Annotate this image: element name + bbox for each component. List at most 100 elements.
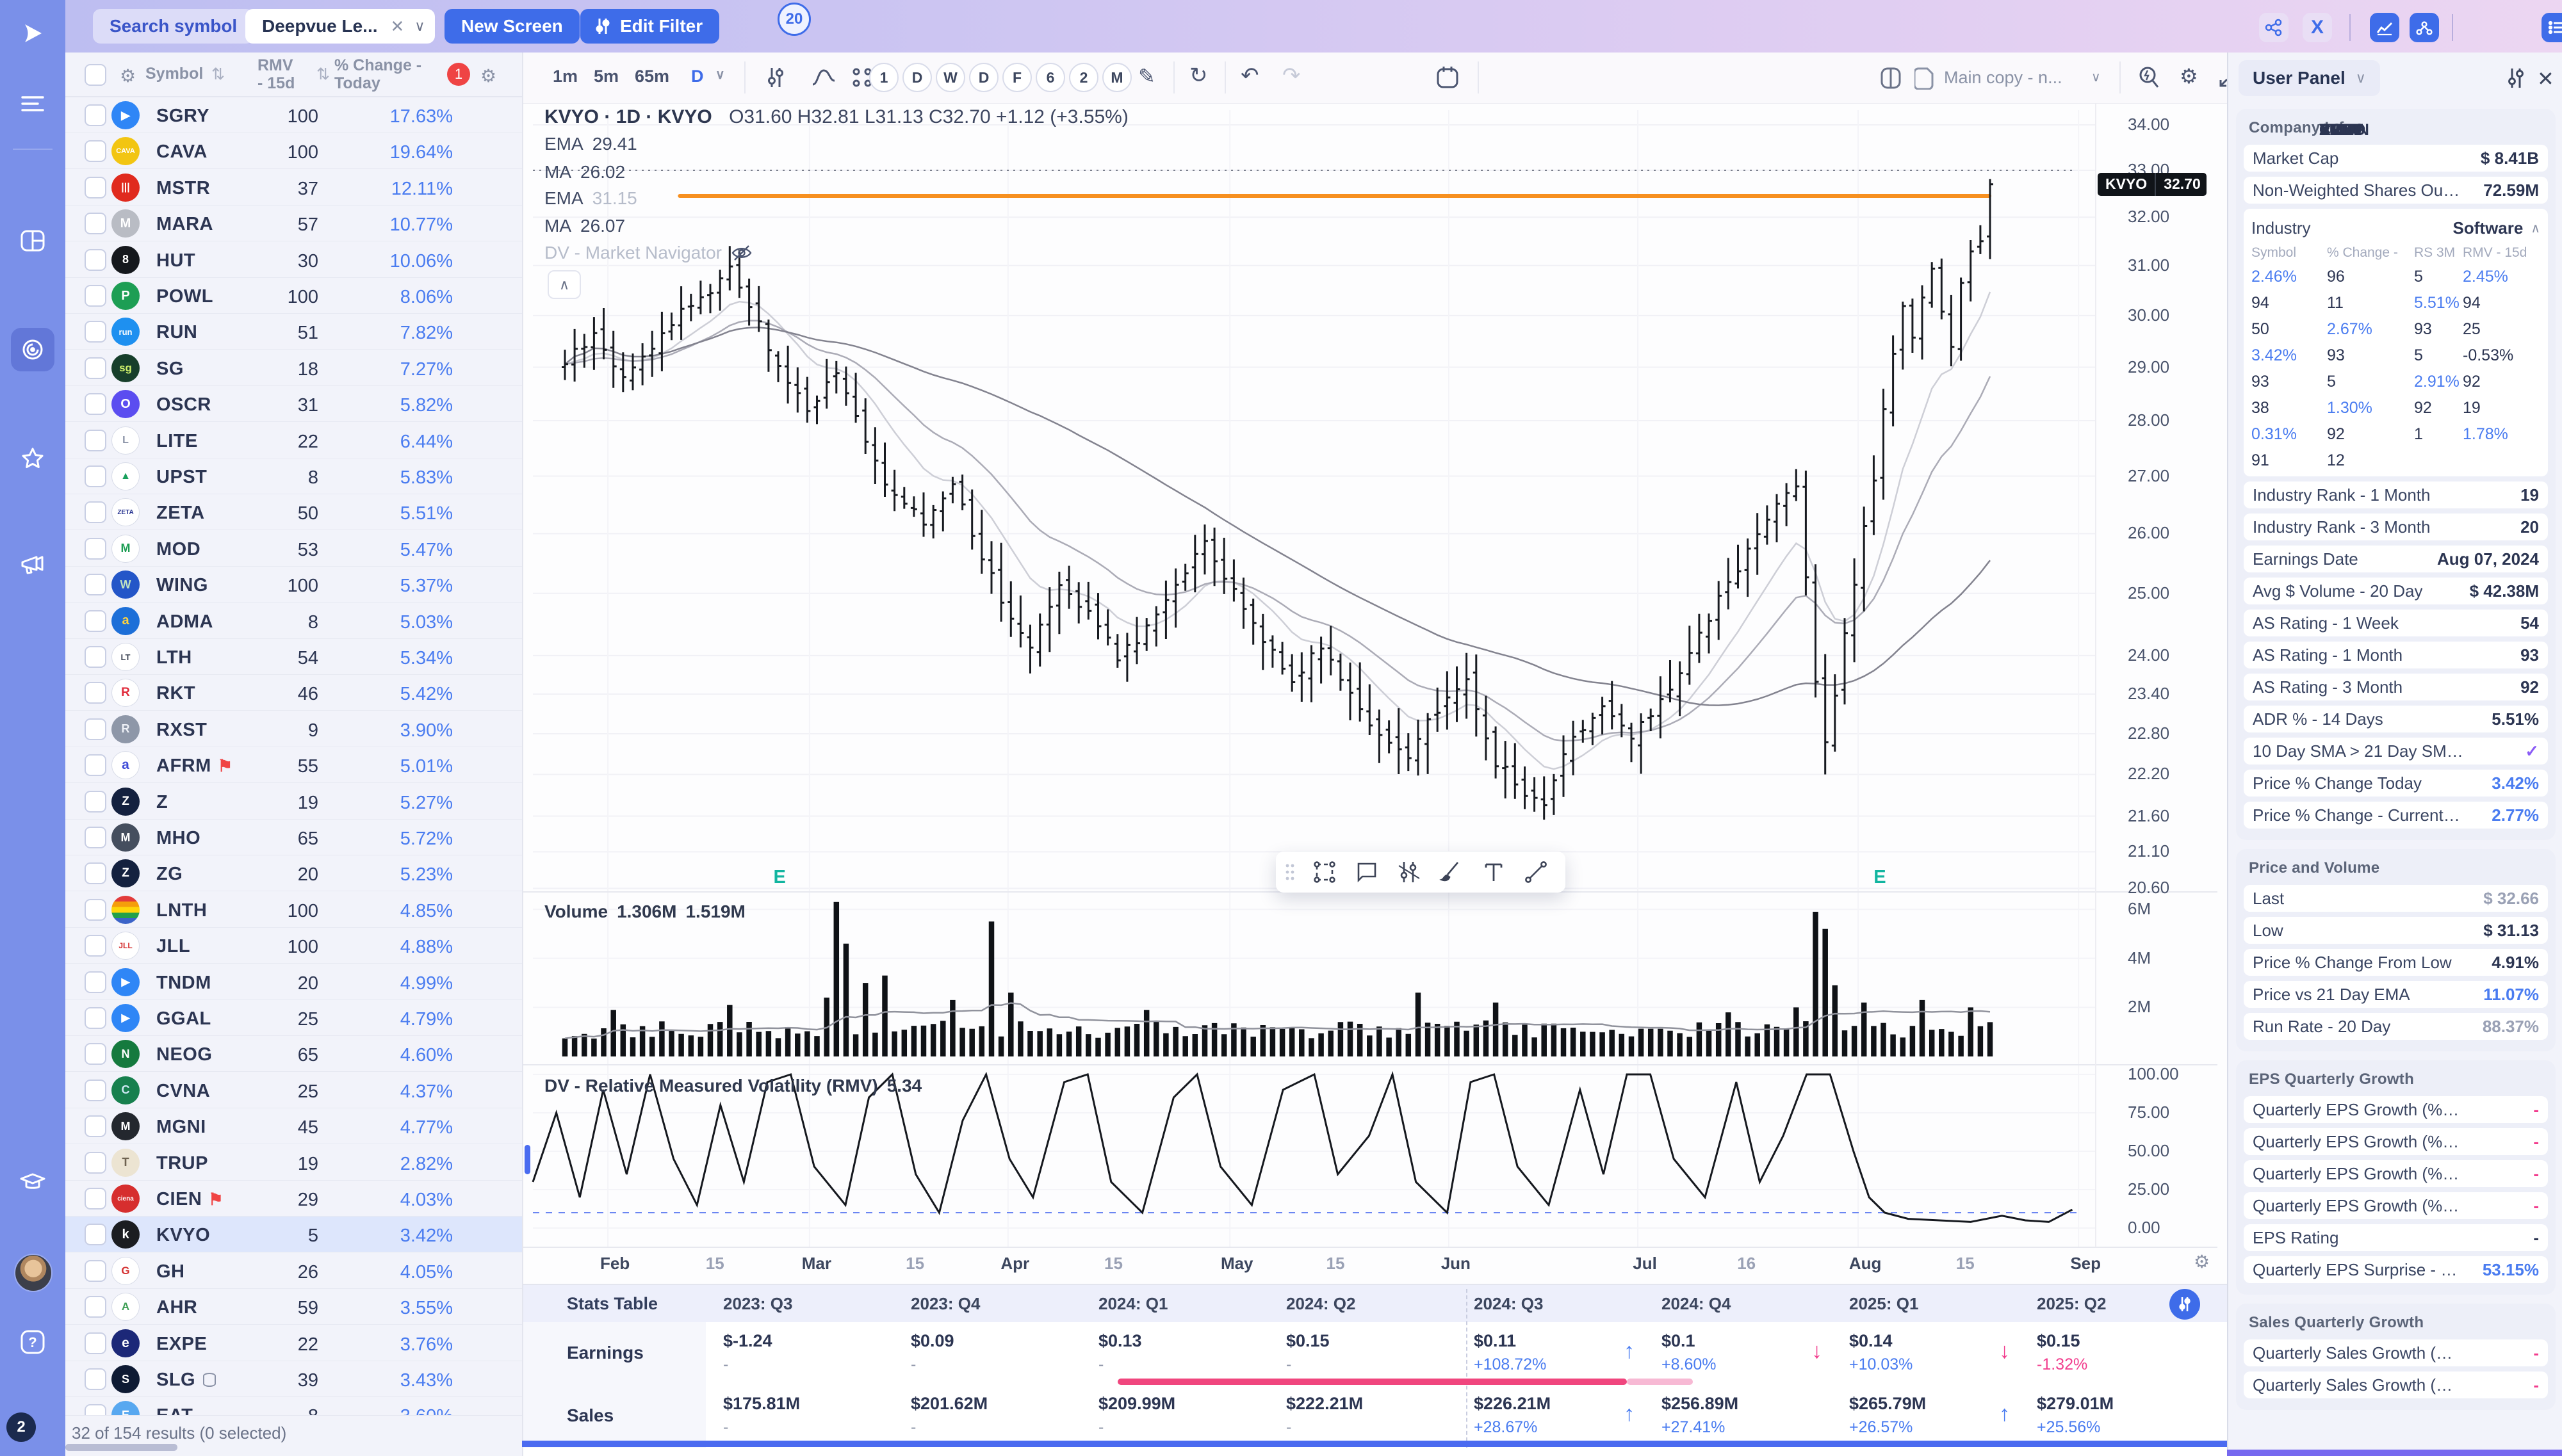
text-tool-icon[interactable] xyxy=(1481,859,1506,885)
table-row[interactable]: ▲ UPST 8 5.83% xyxy=(65,458,522,494)
trendline-tool-icon[interactable] xyxy=(1523,859,1549,885)
table-row[interactable]: A AHR 59 3.55% xyxy=(65,1289,522,1325)
date-tick[interactable]: 16 xyxy=(1737,1254,1756,1273)
date-tick[interactable]: 15 xyxy=(1104,1254,1123,1273)
new-screen-button[interactable]: New Screen xyxy=(445,9,580,44)
tf-1m[interactable]: 1m xyxy=(553,67,578,86)
chevron-down-icon[interactable]: ∨ xyxy=(715,68,725,82)
indicator-settings-icon[interactable] xyxy=(763,65,788,90)
row-checkbox[interactable] xyxy=(85,574,106,596)
row-checkbox[interactable] xyxy=(85,610,106,632)
tf-preset-1[interactable]: 1 xyxy=(869,63,899,92)
layout-name[interactable]: Main copy - n... xyxy=(1944,68,2062,87)
tf-preset-D[interactable]: D xyxy=(902,63,932,92)
table-row[interactable]: sg SG 18 7.27% xyxy=(65,350,522,386)
chevron-down-icon[interactable]: ∨ xyxy=(2091,70,2101,85)
sidebar-item-dashboard[interactable] xyxy=(11,219,54,263)
row-checkbox[interactable] xyxy=(85,1115,106,1138)
date-tick[interactable]: 15 xyxy=(1955,1254,1975,1273)
table-row[interactable]: R RKT 46 5.42% xyxy=(65,675,522,711)
row-checkbox[interactable] xyxy=(85,971,106,993)
row-checkbox[interactable] xyxy=(85,646,106,668)
table-row[interactable]: P POWL 100 8.06% xyxy=(65,278,522,314)
tf-65m[interactable]: 65m xyxy=(635,67,670,86)
panel-metric-row[interactable]: Industry Rank - 3 Month 20 xyxy=(2244,514,2548,540)
tf-5m[interactable]: 5m xyxy=(594,67,619,86)
row-checkbox[interactable] xyxy=(85,104,106,126)
bottom-scrollbar[interactable] xyxy=(522,1441,2227,1447)
horizontal-scrollbar[interactable] xyxy=(65,1444,177,1451)
date-tick[interactable]: Sep xyxy=(2070,1254,2101,1273)
drawing-toolbar[interactable] xyxy=(1276,852,1565,893)
earnings-marker[interactable]: E xyxy=(1873,867,1886,887)
panel-metric-row[interactable]: Market Cap $ 8.41B xyxy=(2244,145,2548,172)
table-row[interactable]: M MOD 53 5.47% xyxy=(65,531,522,567)
row-checkbox[interactable] xyxy=(85,827,106,848)
screener-settings-gear-icon[interactable]: ⚙ xyxy=(480,66,497,86)
row-checkbox[interactable] xyxy=(85,1043,106,1065)
multichart-layout-icon[interactable] xyxy=(1880,67,1902,90)
table-row[interactable]: ZETA ZETA 50 5.51% xyxy=(65,494,522,531)
panel-metric-row[interactable]: Low $ 31.13 xyxy=(2244,917,2548,944)
column-change[interactable]: % Change - Today xyxy=(334,56,422,92)
indicator-curve-icon[interactable] xyxy=(812,67,836,88)
table-row[interactable]: ▶ TNDM 20 4.99% xyxy=(65,964,522,1000)
row-checkbox[interactable] xyxy=(85,1079,106,1101)
tf-preset-D[interactable]: D xyxy=(969,63,999,92)
table-row[interactable]: T TRUP 19 2.82% xyxy=(65,1145,522,1181)
row-checkbox[interactable] xyxy=(85,1259,106,1282)
row-checkbox[interactable] xyxy=(85,465,106,487)
date-tick[interactable]: Mar xyxy=(801,1254,831,1273)
date-tick[interactable]: Feb xyxy=(600,1254,630,1273)
row-checkbox[interactable] xyxy=(85,898,106,921)
axis-settings-gear-icon[interactable]: ⚙ xyxy=(2194,1252,2210,1272)
row-checkbox[interactable] xyxy=(85,429,106,451)
earnings-marker[interactable]: E xyxy=(773,867,786,887)
chart-settings-gear-icon[interactable]: ⚙ xyxy=(2180,65,2198,88)
panel-metric-row[interactable]: Industry Rank - 1 Month 19 xyxy=(2244,481,2548,508)
panel-metric-row[interactable]: Price % Change - Current Week 2.77% xyxy=(2244,802,2548,829)
tf-preset-6[interactable]: 6 xyxy=(1036,63,1065,92)
sidebar-item-favorites[interactable] xyxy=(11,437,54,480)
price-chart[interactable] xyxy=(523,104,2228,1284)
peer-symbol[interactable]: ACIW xyxy=(2319,121,2363,139)
row-checkbox[interactable] xyxy=(85,501,106,524)
table-row[interactable]: JLL JLL 100 4.88% xyxy=(65,928,522,964)
table-row[interactable]: LT LTH 54 5.34% xyxy=(65,639,522,675)
marquee-select-icon[interactable] xyxy=(1312,859,1337,885)
table-row[interactable]: Z ZG 20 5.23% xyxy=(65,855,522,892)
peer-symbol[interactable]: VRNS xyxy=(2319,121,2365,139)
indicator-row[interactable]: EMA 29.41 xyxy=(544,134,637,154)
layout-file-icon[interactable] xyxy=(1914,67,1935,90)
redo-icon[interactable]: ↷ xyxy=(1282,63,1301,88)
panel-metric-row[interactable]: AS Rating - 1 Week 54 xyxy=(2244,610,2548,636)
share-button[interactable] xyxy=(2259,13,2289,42)
row-checkbox[interactable] xyxy=(85,1296,106,1318)
table-row[interactable]: ||| MSTR 37 12.11% xyxy=(65,170,522,206)
pane-resize-handle[interactable] xyxy=(525,1145,530,1174)
indicator-row[interactable]: MA 26.07 xyxy=(544,216,626,236)
screen-tab[interactable]: Deepvue Le... ✕ ∨ xyxy=(245,9,436,44)
date-tick[interactable]: 15 xyxy=(906,1254,925,1273)
row-checkbox[interactable] xyxy=(85,862,106,885)
collapse-legend-button[interactable]: ∧ xyxy=(548,270,581,299)
row-checkbox[interactable] xyxy=(85,285,106,307)
panel-metric-row[interactable]: Quarterly EPS Surprise - Lates... 53.15% xyxy=(2244,1256,2548,1283)
row-checkbox[interactable] xyxy=(85,1332,106,1354)
chart-view-button[interactable] xyxy=(2370,13,2399,42)
row-checkbox[interactable] xyxy=(85,935,106,957)
panel-metric-row[interactable]: Quarterly EPS Growth (%) - 4 ... - xyxy=(2244,1096,2548,1123)
row-checkbox[interactable] xyxy=(85,682,106,704)
close-panel-icon[interactable]: ✕ xyxy=(2537,67,2554,90)
menu-button[interactable] xyxy=(11,82,54,125)
row-checkbox[interactable] xyxy=(85,176,106,198)
close-tab-icon[interactable]: ✕ xyxy=(390,16,405,36)
table-row[interactable]: a AFRM ⚑ 55 5.01% xyxy=(65,747,522,784)
table-row[interactable]: M MARA 57 10.77% xyxy=(65,206,522,242)
table-row[interactable]: ▶ GGAL 25 4.79% xyxy=(65,1000,522,1036)
row-checkbox[interactable] xyxy=(85,1151,106,1174)
tf-preset-2[interactable]: 2 xyxy=(1069,63,1098,92)
panel-metric-row[interactable]: 10 Day SMA > 21 Day SMA > 50... ✓ xyxy=(2244,738,2548,764)
table-row[interactable]: S SLG 39 3.43% xyxy=(65,1361,522,1397)
table-row[interactable]: O OSCR 31 5.82% xyxy=(65,386,522,423)
